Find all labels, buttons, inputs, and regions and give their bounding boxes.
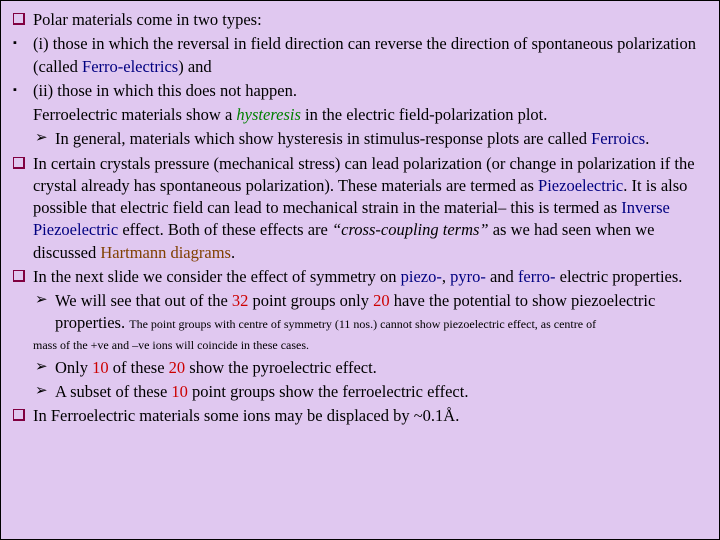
square-bullet-icon	[11, 153, 33, 169]
square-bullet-icon	[11, 266, 33, 282]
item-text: mass of the +ve and –ve ions will coinci…	[33, 337, 709, 353]
slide-body: Polar materials come in two types:▪(i) t…	[0, 0, 720, 540]
item-text: Ferroelectric materials show a hysteresi…	[33, 104, 709, 126]
arrow-icon: ➢	[33, 381, 55, 401]
list-item: ➢In general, materials which show hyster…	[11, 128, 709, 150]
list-item: In certain crystals pressure (mechanical…	[11, 153, 709, 264]
item-text: Polar materials come in two types:	[33, 9, 709, 31]
item-text: We will see that out of the 32 point gro…	[55, 290, 709, 335]
list-item: ➢Only 10 of these 20 show the pyroelectr…	[11, 357, 709, 379]
filled-square-icon: ▪	[11, 80, 33, 98]
list-item: ➢We will see that out of the 32 point gr…	[11, 290, 709, 335]
item-text: (i) those in which the reversal in field…	[33, 33, 709, 78]
filled-square-icon: ▪	[11, 33, 33, 51]
list-item: Ferroelectric materials show a hysteresi…	[11, 104, 709, 126]
item-text: Only 10 of these 20 show the pyroelectri…	[55, 357, 709, 379]
list-item: In the next slide we consider the effect…	[11, 266, 709, 288]
list-item: ▪(ii) those in which this does not happe…	[11, 80, 709, 102]
arrow-icon: ➢	[33, 290, 55, 310]
item-text: A subset of these 10 point groups show t…	[55, 381, 709, 403]
list-item: ▪(i) those in which the reversal in fiel…	[11, 33, 709, 78]
list-item: ➢A subset of these 10 point groups show …	[11, 381, 709, 403]
list-item: mass of the +ve and –ve ions will coinci…	[11, 337, 709, 353]
list-item: Polar materials come in two types:	[11, 9, 709, 31]
arrow-icon: ➢	[33, 128, 55, 148]
item-text: (ii) those in which this does not happen…	[33, 80, 709, 102]
arrow-icon: ➢	[33, 357, 55, 377]
item-text: In Ferroelectric materials some ions may…	[33, 405, 709, 427]
list-item: In Ferroelectric materials some ions may…	[11, 405, 709, 427]
square-bullet-icon	[11, 405, 33, 421]
item-text: In the next slide we consider the effect…	[33, 266, 709, 288]
square-bullet-icon	[11, 9, 33, 25]
item-text: In general, materials which show hystere…	[55, 128, 709, 150]
item-text: In certain crystals pressure (mechanical…	[33, 153, 709, 264]
